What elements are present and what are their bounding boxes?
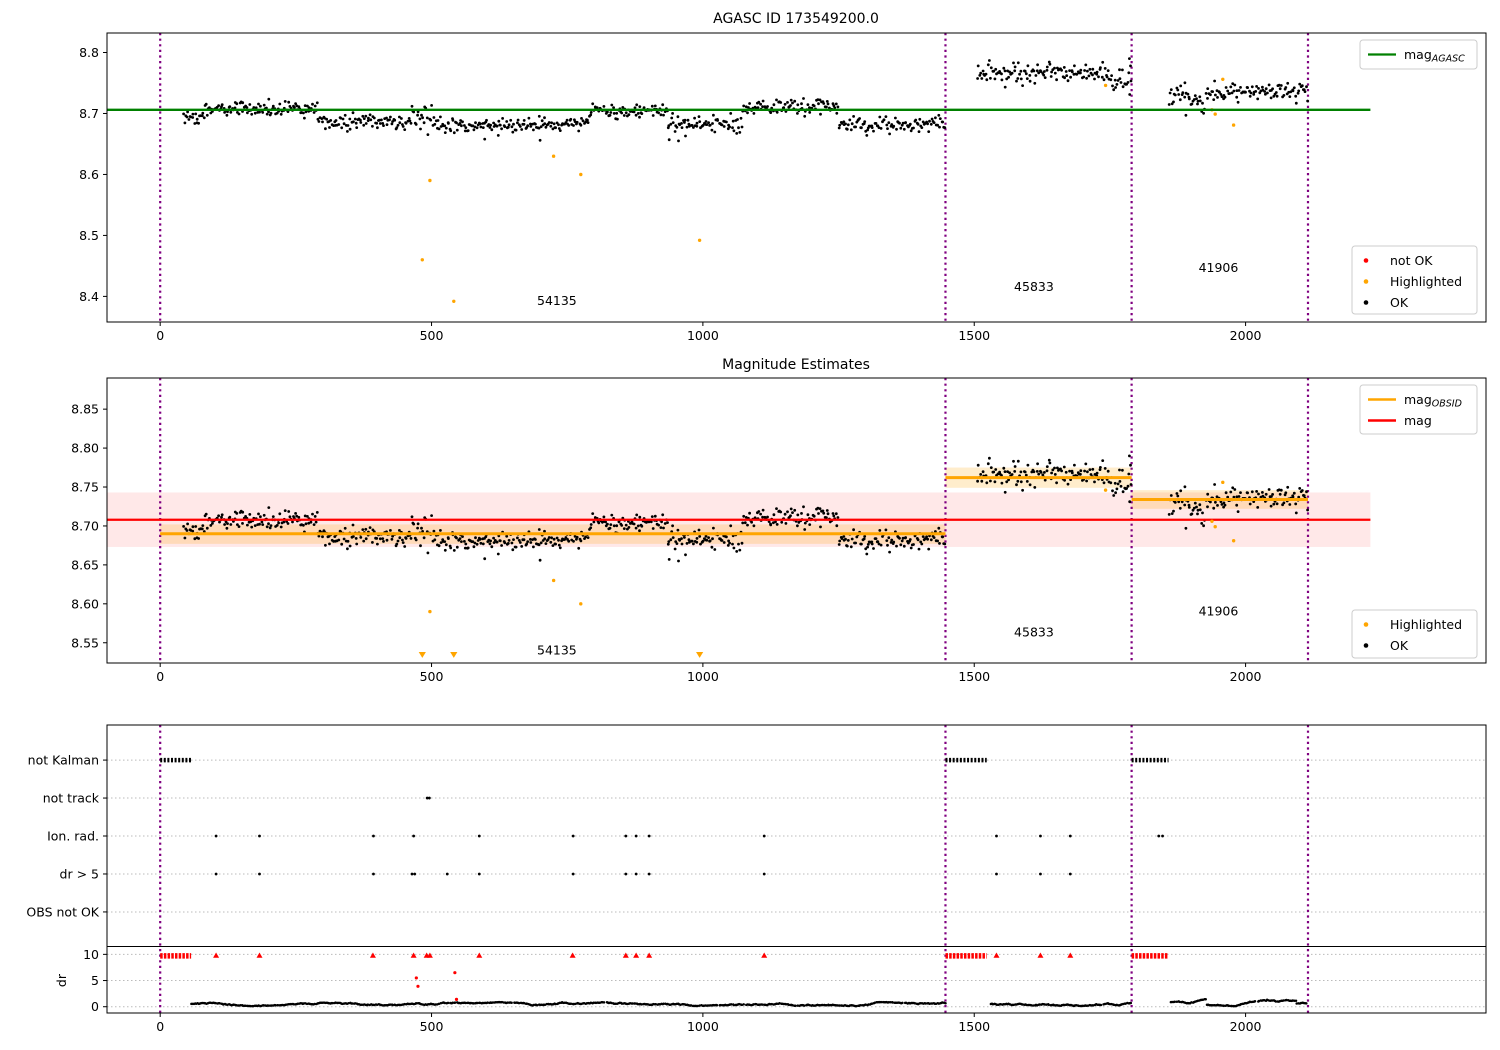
x-axis: 0 500 1000 1500 2000 [156,1013,1262,1034]
gridlines [107,759,1486,1008]
dr-axis-label: dr [54,973,69,987]
svg-text:2000: 2000 [1230,1019,1262,1034]
x-axis: 0 500 1000 1500 2000 [156,663,1262,684]
svg-text:10: 10 [83,947,99,962]
svg-text:2000: 2000 [1230,669,1262,684]
svg-text:500: 500 [420,1019,444,1034]
svg-text:1500: 1500 [958,328,990,343]
obsid-boundary-lines [159,725,1310,1013]
svg-text:0: 0 [156,328,164,343]
svg-text:45833: 45833 [1014,624,1054,639]
svg-text:8.8: 8.8 [79,45,99,60]
svg-text:1500: 1500 [958,1019,990,1034]
not-track-flags [425,796,431,800]
svg-text:8.85: 8.85 [71,402,99,417]
svg-text:1000: 1000 [687,328,719,343]
svg-text:OK: OK [1390,638,1409,653]
svg-text:OK: OK [1390,295,1409,310]
svg-text:1500: 1500 [958,669,990,684]
y-axis: 8.55 8.60 8.65 8.70 8.75 8.80 8.85 [71,402,107,650]
svg-text:0: 0 [91,999,99,1014]
dr-trace [190,998,1308,1008]
svg-text:not Kalman: not Kalman [28,753,99,768]
svg-text:Highlighted: Highlighted [1390,274,1462,289]
clipped-point-triangle [450,652,458,658]
highlighted-scatter [418,480,1236,658]
not-ok-dr-points [414,971,459,1001]
dr-clipped-triangles [213,952,1074,958]
legend-box [1351,609,1478,659]
svg-text:54135: 54135 [537,642,577,657]
svg-text:1000: 1000 [687,1019,719,1034]
svg-text:41906: 41906 [1199,603,1239,618]
obsid-id-labels: 54135 45833 41906 [537,260,1238,308]
svg-text:8.4: 8.4 [79,289,99,304]
svg-text:8.60: 8.60 [71,596,99,611]
legend-mag-agasc: magAGASC [1359,39,1478,70]
svg-text:8.7: 8.7 [79,106,99,121]
svg-text:5: 5 [91,973,99,988]
legend-marker-classes: Highlighted OK [1351,609,1478,659]
svg-text:500: 500 [420,328,444,343]
svg-text:0: 0 [156,669,164,684]
legend-box [1351,245,1478,315]
svg-text:2000: 2000 [1230,328,1262,343]
legend-marker-classes: not OK Highlighted OK [1351,245,1478,315]
top-plot-title: AGASC ID 173549200.0 [713,11,879,27]
svg-text:8.5: 8.5 [79,228,99,243]
dr-gt-5-flags [214,872,1072,876]
svg-text:8.80: 8.80 [71,441,99,456]
obsid-boundary-lines [159,33,1310,322]
legend-box [1359,39,1478,70]
flag-category-axis: not Kalman not track Ion. rad. dr > 5 OBS no… [26,753,107,1014]
plot-border [106,32,1487,323]
svg-text:45833: 45833 [1014,279,1054,294]
svg-text:8.75: 8.75 [71,480,99,495]
obsid-id-labels: 54135 45833 41906 [537,603,1238,657]
svg-text:not OK: not OK [1390,253,1433,268]
svg-text:dr > 5: dr > 5 [60,866,99,881]
svg-text:8.70: 8.70 [71,518,99,533]
svg-text:8.55: 8.55 [71,635,99,650]
x-axis: 0 500 1000 1500 2000 [156,322,1262,343]
svg-text:41906: 41906 [1199,260,1239,275]
plot-border [106,377,1487,664]
svg-text:1000: 1000 [687,669,719,684]
ion-rad-flags [214,834,1164,838]
svg-text:Highlighted: Highlighted [1390,617,1462,632]
clipped-point-triangle [696,652,704,658]
svg-text:500: 500 [420,669,444,684]
svg-text:not track: not track [43,791,100,806]
clipped-point-triangle [418,652,426,658]
svg-text:8.6: 8.6 [79,167,99,182]
svg-text:0: 0 [156,1019,164,1034]
plot-border [106,724,1487,1014]
svg-text:OBS not OK: OBS not OK [26,904,99,919]
svg-text:8.65: 8.65 [71,557,99,572]
y-axis: 8.4 8.5 8.6 8.7 8.8 [79,45,107,304]
highlighted-scatter [420,77,1236,303]
ok-scatter [182,57,1309,143]
svg-text:mag: mag [1404,413,1432,428]
svg-text:Ion. rad.: Ion. rad. [47,829,99,844]
svg-text:54135: 54135 [537,293,577,308]
middle-plot-title: Magnitude Estimates [722,357,870,373]
